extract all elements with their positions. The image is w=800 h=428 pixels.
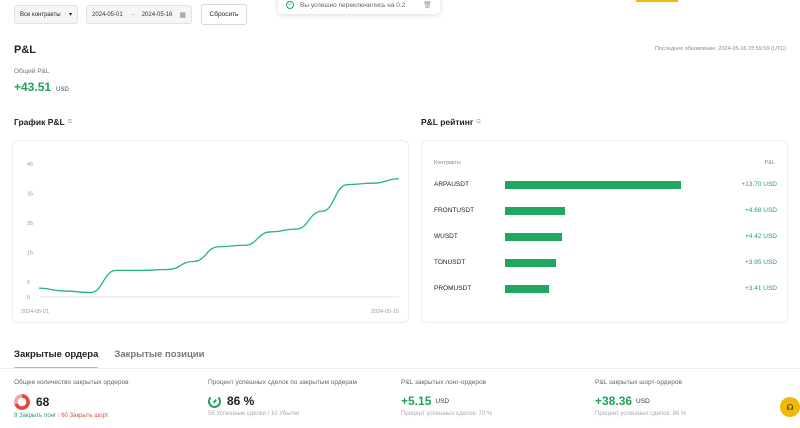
stat-win-rate: Процент успешных сделок по закрытым орде… xyxy=(208,379,357,417)
rating-value-label: +4.42 USD xyxy=(745,233,777,240)
check-icon: ✓ xyxy=(286,1,294,9)
rating-contract-label: PROMUSDT xyxy=(434,285,472,292)
stat-long-pl: P&L закрытых лонг-ордеров +5.15 USD Проц… xyxy=(401,379,492,417)
rating-bar xyxy=(505,285,549,293)
tab-closed-positions[interactable]: Закрытые позиции xyxy=(114,349,205,360)
arrow-right-icon: → xyxy=(128,11,136,18)
total-pl-label: Общий P&L xyxy=(14,68,50,75)
rating-contract-label: WUSDT xyxy=(434,233,458,240)
stat-sub: 58 Успешные сделки / 10 Убытки xyxy=(208,411,300,417)
stat-currency: USD xyxy=(435,397,450,405)
close-long-count: 8 Закрыть лонг xyxy=(14,413,57,419)
x-tick-label: 2024-05-01 xyxy=(21,309,49,315)
close-short-count: 60 Закрыть шорт xyxy=(61,413,109,419)
rating-contract-label: TONUSDT xyxy=(434,259,466,266)
date-from: 2024-05-01 xyxy=(92,11,123,18)
date-range-picker[interactable]: 2024-05-01 → 2024-05-16 ▦ xyxy=(86,5,192,24)
y-tick-label: 0 xyxy=(27,295,30,301)
pl-rating-title: P&L рейтинг xyxy=(421,117,474,127)
total-pl-currency: USD xyxy=(56,87,69,93)
tab-closed-orders[interactable]: Закрытые ордера xyxy=(14,349,99,369)
sub-separator: / xyxy=(56,413,62,419)
rating-value-label: +3.95 USD xyxy=(745,259,777,266)
last-updated: Последнее обновление: 2024-05-16 23:59:5… xyxy=(655,46,786,52)
pl-rating-heading: P&L рейтинг ⧉ xyxy=(421,117,481,127)
rating-col-contract: Контракты xyxy=(434,160,461,166)
rating-contract-label: ARPAUSDT xyxy=(434,181,469,188)
external-link-icon[interactable]: ⧉ xyxy=(67,118,72,125)
total-pl: +43.51 USD xyxy=(14,80,69,94)
external-link-icon[interactable]: ⧉ xyxy=(476,118,481,125)
rating-value-label: +3.41 USD xyxy=(745,285,777,292)
rating-contract-label: FRONTUSDT xyxy=(434,207,475,214)
pl-series-line xyxy=(38,178,400,294)
reset-button[interactable]: Сбросить xyxy=(201,4,247,25)
rating-bar xyxy=(505,207,566,215)
rating-value-label: +13.70 USD xyxy=(741,181,777,188)
stat-sub: Процент успешных сделок: 70 % xyxy=(401,411,493,417)
tabs-divider xyxy=(0,368,800,369)
stat-value: 68 xyxy=(36,395,50,409)
rating-bar xyxy=(505,181,681,189)
pl-rating-card: Контракты P&L ARPAUSDT +13.70 USD FRONTUSD… xyxy=(421,140,788,323)
contract-select[interactable]: Все контракты ▾ xyxy=(14,5,78,24)
support-chat-button[interactable]: ☊ xyxy=(780,397,800,417)
pl-line-chart: 0 5 15 25 35 45 2024-05-01 2024-05-15 xyxy=(12,140,409,323)
stat-label: P&L закрытых лонг-ордеров xyxy=(401,379,487,386)
calendar-icon: ▦ xyxy=(179,11,186,19)
stat-value: +5.15 xyxy=(401,394,432,408)
active-nav-indicator xyxy=(636,0,678,2)
x-tick-label: 2024-05-15 xyxy=(371,309,399,315)
stat-short-pl: P&L закрытых шорт-ордеров +38.36 USD Про… xyxy=(595,379,686,417)
rating-value-label: +4.68 USD xyxy=(745,207,777,214)
orders-tabs: Закрытые ордера Закрытые позиции xyxy=(14,349,204,369)
headset-icon: ☊ xyxy=(786,402,794,412)
date-to: 2024-05-16 xyxy=(141,11,173,18)
total-pl-value: +43.51 xyxy=(14,80,52,94)
contract-select-value: Все контракты xyxy=(20,11,61,18)
stat-currency: USD xyxy=(636,397,650,405)
stat-label: Процент успешных сделок по закрытым орде… xyxy=(208,379,357,386)
pl-chart-title: График P&L xyxy=(14,117,65,127)
y-tick-label: 5 xyxy=(27,280,30,286)
y-tick-label: 45 xyxy=(27,162,33,168)
rating-bar xyxy=(505,233,562,241)
pl-line-chart-svg: 0 5 15 25 35 45 2024-05-01 2024-05-15 xyxy=(21,162,400,315)
toast-text: Вы успешно переключились на 0.2 xyxy=(300,1,406,9)
y-tick-label: 25 xyxy=(27,221,33,227)
filter-bar: Все контракты ▾ 2024-05-01 → 2024-05-16 … xyxy=(0,0,800,30)
rating-col-pl: P&L xyxy=(764,160,775,166)
notification-toast: ✓ Вы успешно переключились на 0.2 🗑 xyxy=(278,0,440,14)
page-title: P&L xyxy=(14,44,36,56)
y-tick-label: 35 xyxy=(27,192,33,198)
chevron-down-icon: ▾ xyxy=(68,12,72,18)
stat-closed-orders: Общее количество закрытых ордеров 68 8 З… xyxy=(14,379,129,419)
trash-icon[interactable]: 🗑 xyxy=(423,2,432,9)
pl-chart-heading: График P&L ⧉ xyxy=(14,117,72,127)
stat-label: P&L закрытых шорт-ордеров xyxy=(595,379,682,386)
stat-sub: Процент успешных сделок: 86 % xyxy=(595,411,687,417)
stat-label: Общее количество закрытых ордеров xyxy=(14,379,129,386)
rating-bar xyxy=(505,259,556,267)
y-tick-label: 15 xyxy=(27,251,33,257)
gauge-icon xyxy=(208,394,221,408)
donut-chart-icon xyxy=(14,394,30,410)
stat-value: 86 % xyxy=(227,394,255,408)
stat-sub: 8 Закрыть лонг / 60 Закрыть шорт xyxy=(14,413,129,419)
stat-value: +38.36 xyxy=(595,394,633,408)
